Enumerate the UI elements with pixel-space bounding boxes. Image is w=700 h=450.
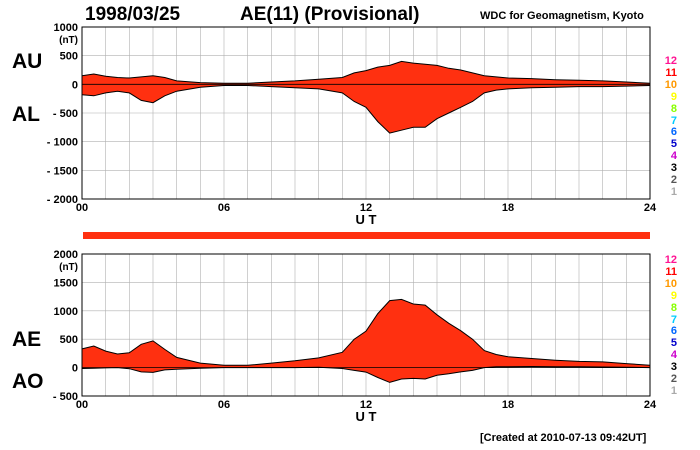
legend-station-4: 4 xyxy=(670,150,677,163)
area-band-au-al xyxy=(82,61,650,134)
legend-station-5: 5 xyxy=(670,337,677,350)
legend-station-9: 9 xyxy=(670,90,677,103)
legend-station-6: 6 xyxy=(670,325,677,338)
y-tick-label: 0 xyxy=(72,79,78,91)
legend-station-4: 4 xyxy=(670,349,677,362)
legend-station-7: 7 xyxy=(670,114,677,127)
legend-station-6: 6 xyxy=(670,126,677,139)
chart-date: 1998/03/25 xyxy=(85,4,181,25)
legend-station-2: 2 xyxy=(670,174,677,186)
series-line-au xyxy=(81,60,651,84)
x-tick-label: 12 xyxy=(360,399,372,411)
legend-station-7: 7 xyxy=(670,313,677,326)
legend-station-1: 1 xyxy=(670,384,677,397)
y-tick-label: - 1500 xyxy=(47,165,78,177)
y-tick-label: 1500 xyxy=(54,277,78,289)
chart-title: AE(11) (Provisional) xyxy=(240,4,420,25)
y-tick-label: 500 xyxy=(60,51,78,63)
legend-station-12: 12 xyxy=(664,254,677,266)
legend-station-11: 11 xyxy=(665,66,677,79)
y-tick-label: - 2000 xyxy=(47,194,78,206)
y-unit-label: (nT) xyxy=(59,35,78,46)
x-tick-label: 00 xyxy=(76,202,88,214)
y-tick-label: 1000 xyxy=(54,306,78,318)
legend-station-10: 10 xyxy=(664,277,677,290)
y-tick-label: - 500 xyxy=(53,391,78,403)
data-availability-strip xyxy=(83,232,650,239)
plot-frame xyxy=(81,26,651,200)
legend-station-8: 8 xyxy=(670,301,677,314)
legend-station-3: 3 xyxy=(670,361,677,374)
x-axis-label: U T xyxy=(356,409,377,424)
legend-station-8: 8 xyxy=(670,102,677,115)
panel2-upper-label: AE xyxy=(12,328,42,351)
x-tick-label: 24 xyxy=(644,399,657,411)
legend-station-2: 2 xyxy=(670,373,677,385)
panel1-lower-label: AL xyxy=(12,103,40,126)
legend-station-9: 9 xyxy=(670,289,677,302)
x-tick-label: 06 xyxy=(218,202,230,214)
area-band-ae-ao xyxy=(82,299,650,383)
plot-frame xyxy=(81,253,651,397)
x-axis-label: U T xyxy=(356,212,377,227)
panel2-lower-label: AO xyxy=(12,370,44,393)
legend-station-5: 5 xyxy=(670,138,677,151)
x-tick-label: 00 xyxy=(76,399,88,411)
y-tick-label: - 500 xyxy=(53,108,78,120)
legend-station-1: 1 xyxy=(670,185,677,198)
x-tick-label: 18 xyxy=(502,202,514,214)
y-tick-label: 0 xyxy=(72,363,78,375)
panel1-upper-label: AU xyxy=(12,50,43,73)
legend-station-10: 10 xyxy=(664,78,677,91)
x-tick-label: 12 xyxy=(360,202,372,214)
organization-label: WDC for Geomagnetism, Kyoto xyxy=(480,10,644,22)
y-tick-label: 2000 xyxy=(54,249,78,261)
y-unit-label: (nT) xyxy=(59,262,78,273)
series-line-ao xyxy=(81,365,651,383)
y-tick-label: - 1000 xyxy=(47,137,78,149)
legend-station-3: 3 xyxy=(670,162,677,175)
x-tick-label: 18 xyxy=(502,399,514,411)
x-tick-label: 06 xyxy=(218,399,230,411)
x-tick-label: 24 xyxy=(644,202,657,214)
series-line-al xyxy=(81,85,651,134)
y-tick-label: 1000 xyxy=(54,22,78,34)
legend-station-11: 11 xyxy=(665,265,677,278)
created-timestamp: [Created at 2010-07-13 09:42UT] xyxy=(480,432,647,444)
y-tick-label: 500 xyxy=(60,334,78,346)
legend-station-12: 12 xyxy=(664,55,677,67)
series-line-ae xyxy=(81,298,651,366)
